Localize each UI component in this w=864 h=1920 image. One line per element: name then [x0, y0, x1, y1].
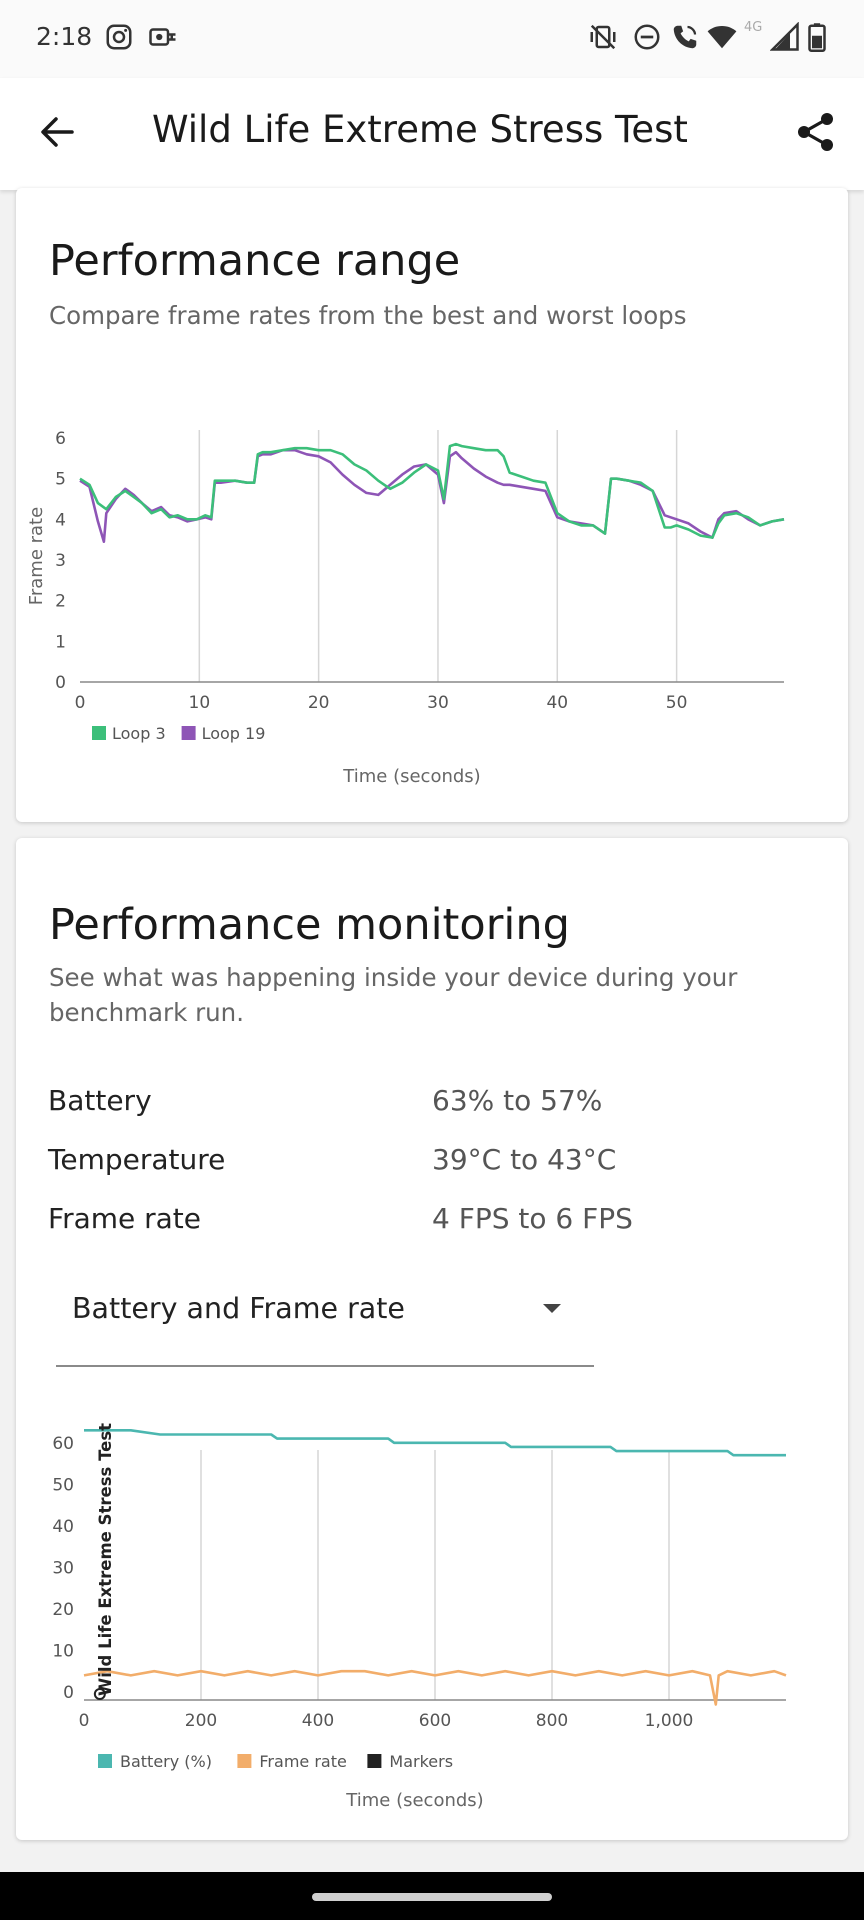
home-gesture-handle[interactable]	[312, 1893, 552, 1901]
legend-swatch	[237, 1754, 252, 1768]
app-bar: Wild Life Extreme Stress Test	[0, 78, 864, 190]
y-tick-label: 1	[55, 632, 66, 652]
y-tick-label: 0	[63, 1683, 74, 1703]
y-tick-label: 10	[52, 1641, 74, 1661]
y-tick-label: 0	[55, 673, 66, 693]
y-tick-label: 40	[52, 1517, 74, 1537]
chart-metric-dropdown[interactable]: Battery and Frame rate	[40, 1240, 594, 1368]
status-bar: 2:18 4G	[0, 0, 864, 78]
performance-monitoring-subtitle: See what was happening inside your devic…	[49, 963, 738, 1027]
y-tick-label: 30	[52, 1558, 74, 1578]
legend-label: Loop 3	[112, 724, 166, 743]
legend-label: Frame rate	[259, 1752, 346, 1771]
x-tick-label: 400	[302, 1711, 334, 1731]
network-type-label: 4G	[744, 20, 763, 35]
y-tick-label: 20	[52, 1600, 74, 1620]
marker-label: Wild Life Extreme Stress Test	[96, 1423, 115, 1696]
legend-label: Battery (%)	[120, 1752, 212, 1771]
y-tick-label: 50	[52, 1475, 74, 1495]
dropdown-selected-value: Battery and Frame rate	[72, 1292, 405, 1325]
y-tick-label: 60	[52, 1434, 74, 1454]
share-icon[interactable]	[786, 102, 846, 162]
battery-frame-rate-chart: 0 200 400 600 800 1,000 0 10 20 30 40 50 60 Wild Life…	[52, 1423, 787, 1811]
series-line-loop-19	[79, 448, 785, 543]
legend-label: Markers	[389, 1752, 453, 1771]
page-title: Wild Life Extreme Stress Test	[152, 108, 688, 151]
legend-swatch	[367, 1754, 382, 1768]
stat-label-battery: Battery	[48, 1084, 152, 1117]
series-line-battery	[84, 1428, 786, 1457]
performance-range-title: Performance range	[49, 236, 461, 286]
y-tick-label: 2	[55, 592, 66, 612]
navigation-bar	[0, 1872, 864, 1920]
y-axis-label: Frame rate	[26, 507, 47, 605]
x-tick-label: 200	[185, 1711, 217, 1731]
x-tick-label: 0	[79, 1711, 90, 1731]
signal-icon	[770, 22, 799, 51]
legend-swatch	[98, 1754, 112, 1768]
y-tick-label: 4	[55, 510, 66, 530]
instagram-icon	[106, 24, 132, 50]
frame-rate-comparison-chart: 0 10 20 30 40 50 0 1 2 3 4 5 6 Frame rate Loop 3 Loop 1…	[26, 429, 785, 787]
x-axis-label: Time (seconds)	[342, 766, 480, 787]
battery-icon	[808, 23, 826, 52]
y-tick-label: 6	[55, 429, 66, 449]
status-time: 2:18	[36, 22, 93, 51]
performance-monitoring-card: Performance monitoring See what was happ…	[16, 838, 848, 1840]
stat-value-battery: 63% to 57%	[432, 1084, 603, 1117]
legend-label: Loop 19	[202, 724, 266, 743]
legend-swatch	[181, 726, 196, 740]
x-tick-label: 10	[189, 693, 211, 713]
x-tick-label: 40	[546, 693, 568, 713]
x-tick-label: 600	[419, 1711, 451, 1731]
performance-monitoring-title: Performance monitoring	[49, 900, 570, 950]
x-tick-label: 20	[308, 693, 330, 713]
performance-range-subtitle: Compare frame rates from the best and wo…	[49, 301, 687, 330]
y-tick-label: 5	[55, 470, 66, 490]
x-tick-label: 1,000	[645, 1711, 694, 1731]
vpn-key-icon	[149, 28, 176, 46]
x-axis-label: Time (seconds)	[345, 1790, 483, 1811]
performance-range-card: Performance range Compare frame rates fr…	[16, 188, 848, 822]
x-tick-label: 30	[427, 693, 449, 713]
marker-point	[93, 1688, 106, 1700]
legend-swatch	[92, 726, 106, 740]
stat-label-temperature: Temperature	[48, 1143, 226, 1176]
wifi-calling-icon	[673, 25, 697, 49]
x-tick-label: 0	[75, 693, 86, 713]
dropdown-underline	[56, 1365, 594, 1367]
stat-label-frame-rate: Frame rate	[48, 1202, 202, 1235]
series-line-loop-3	[79, 442, 785, 539]
y-tick-label: 3	[55, 551, 66, 571]
dropdown-arrow-icon	[543, 1304, 561, 1313]
wifi-icon	[707, 26, 737, 49]
stat-value-temperature: 39°C to 43°C	[432, 1143, 617, 1176]
x-tick-label: 50	[666, 693, 688, 713]
back-arrow-icon[interactable]	[28, 102, 88, 162]
vibrate-off-icon	[590, 24, 616, 50]
stat-value-frame-rate: 4 FPS to 6 FPS	[432, 1202, 633, 1235]
series-line-frame-rate	[83, 1669, 787, 1706]
dnd-icon	[634, 24, 660, 50]
x-tick-label: 800	[536, 1711, 568, 1731]
